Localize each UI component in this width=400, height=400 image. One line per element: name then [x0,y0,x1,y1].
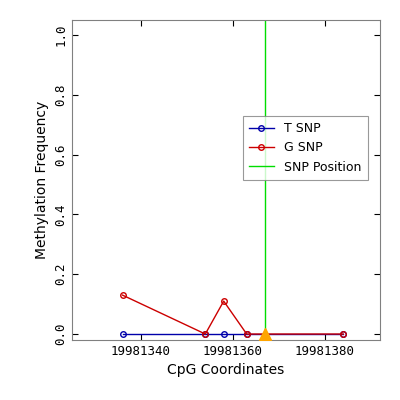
G SNP [203,332,208,336]
G SNP [221,299,226,304]
G SNP [120,293,125,298]
T SNP [341,332,346,336]
Line: T SNP: T SNP [120,331,346,337]
T SNP [221,332,226,336]
Y-axis label: Methylation Frequency: Methylation Frequency [34,101,48,259]
Line: G SNP: G SNP [120,292,346,337]
T SNP [244,332,249,336]
T SNP [120,332,125,336]
X-axis label: CpG Coordinates: CpG Coordinates [167,364,285,378]
G SNP [341,332,346,336]
T SNP [203,332,208,336]
Legend: T SNP, G SNP, SNP Position: T SNP, G SNP, SNP Position [243,116,368,180]
G SNP [244,332,249,336]
